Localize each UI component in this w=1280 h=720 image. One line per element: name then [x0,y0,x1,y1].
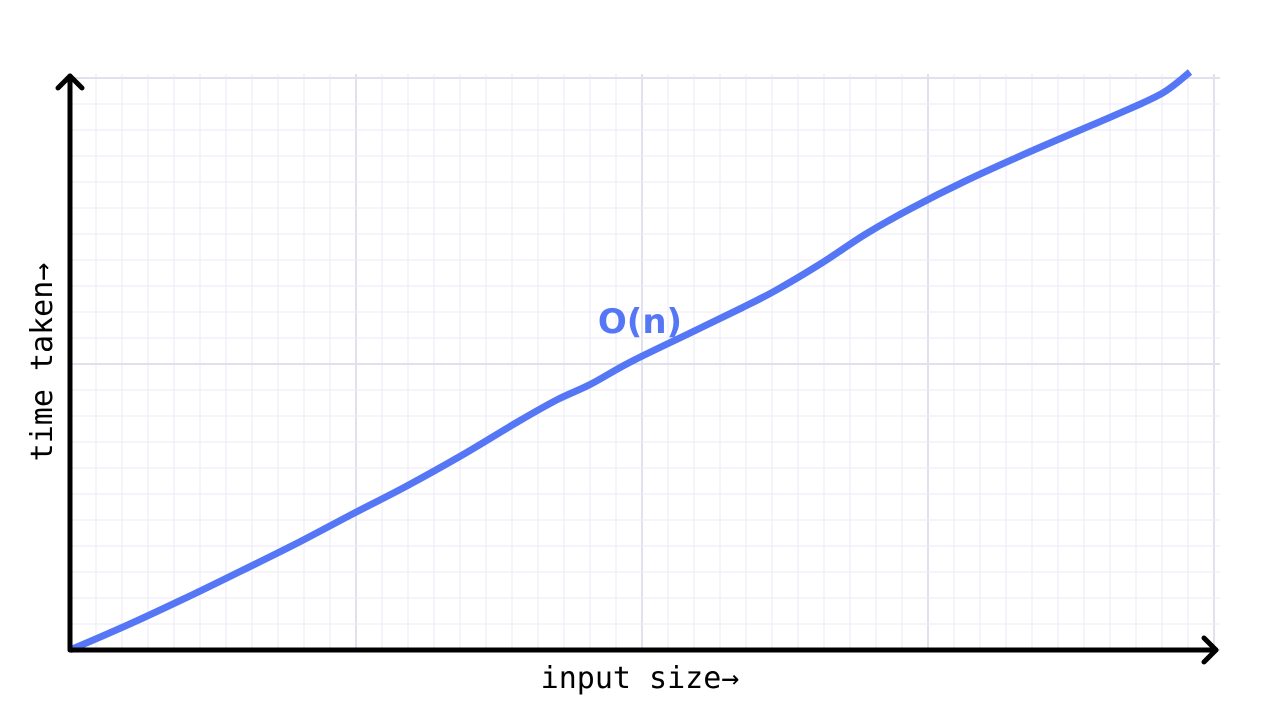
series-layer [68,69,1193,654]
series-line-o-n [68,69,1193,654]
grid [69,74,1220,651]
y-axis-arrow-icon [55,73,85,91]
x-axis-label: input size→ [541,661,740,696]
y-axis-label: time taken→ [25,263,60,462]
series-label-o-n: O(n) [598,302,682,342]
x-axis-arrow-icon [1201,635,1219,665]
